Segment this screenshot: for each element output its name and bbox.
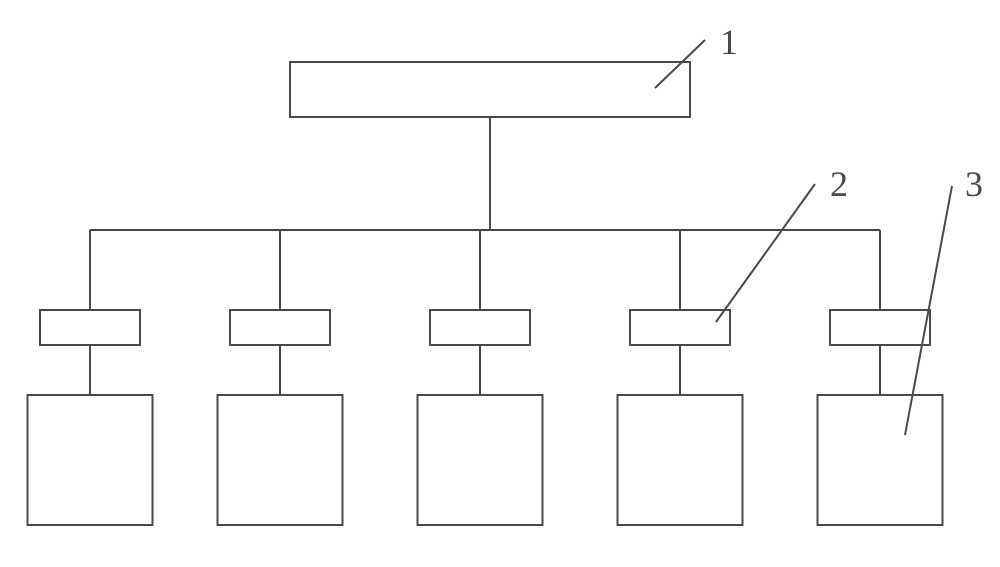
- mid-box-2: [430, 310, 530, 345]
- block-diagram: 1 2 3: [0, 0, 1000, 567]
- bottom-box-3: [618, 395, 743, 525]
- label-2: 2: [830, 164, 848, 204]
- bottom-box-0: [28, 395, 153, 525]
- mid-box-1: [230, 310, 330, 345]
- mid-box-0: [40, 310, 140, 345]
- bottom-box-4: [818, 395, 943, 525]
- mid-box-4: [830, 310, 930, 345]
- leader-line-1: [655, 40, 705, 88]
- bottom-box-1: [218, 395, 343, 525]
- label-3: 3: [965, 164, 983, 204]
- mid-box-3: [630, 310, 730, 345]
- bottom-box-2: [418, 395, 543, 525]
- leader-line-2: [716, 184, 815, 322]
- label-1: 1: [720, 22, 738, 62]
- root-box: [290, 62, 690, 117]
